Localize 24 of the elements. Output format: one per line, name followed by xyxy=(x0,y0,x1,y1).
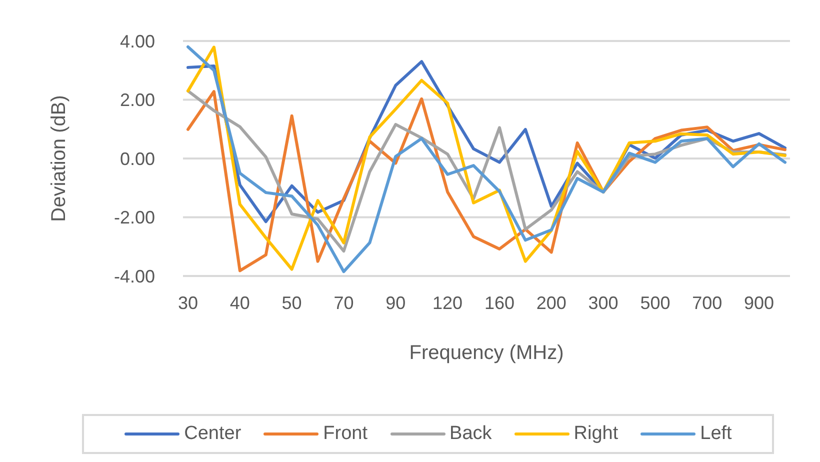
x-tick-label: 900 xyxy=(744,292,774,313)
x-tick-label: 500 xyxy=(640,292,670,313)
y-axis-title: Deviation (dB) xyxy=(48,95,70,222)
y-tick-label: 2.00 xyxy=(120,90,155,110)
y-tick-label: -2.00 xyxy=(114,208,155,228)
x-tick-label: 50 xyxy=(282,292,302,313)
x-tick-label: 300 xyxy=(588,292,618,313)
legend-label: Back xyxy=(450,423,492,445)
x-tick-label: 90 xyxy=(386,292,406,313)
x-tick-label: 30 xyxy=(178,292,198,313)
x-tick-label: 120 xyxy=(432,292,463,313)
x-tick-label: 200 xyxy=(536,292,566,313)
y-tick-label: 0.00 xyxy=(120,148,155,169)
legend-label: Front xyxy=(323,423,368,445)
x-tick-label: 40 xyxy=(230,292,250,313)
legend-label: Center xyxy=(184,423,242,445)
x-tick-label: 70 xyxy=(334,292,354,313)
y-tick-label: -4.00 xyxy=(114,266,155,286)
legend-label: Right xyxy=(574,423,618,445)
x-tick-label: 700 xyxy=(692,292,722,313)
legend-label: Left xyxy=(700,423,732,445)
y-tick-label: 4.00 xyxy=(120,31,155,52)
x-axis-title: Frequency (MHz) xyxy=(409,342,564,364)
x-tick-label: 160 xyxy=(484,292,514,313)
